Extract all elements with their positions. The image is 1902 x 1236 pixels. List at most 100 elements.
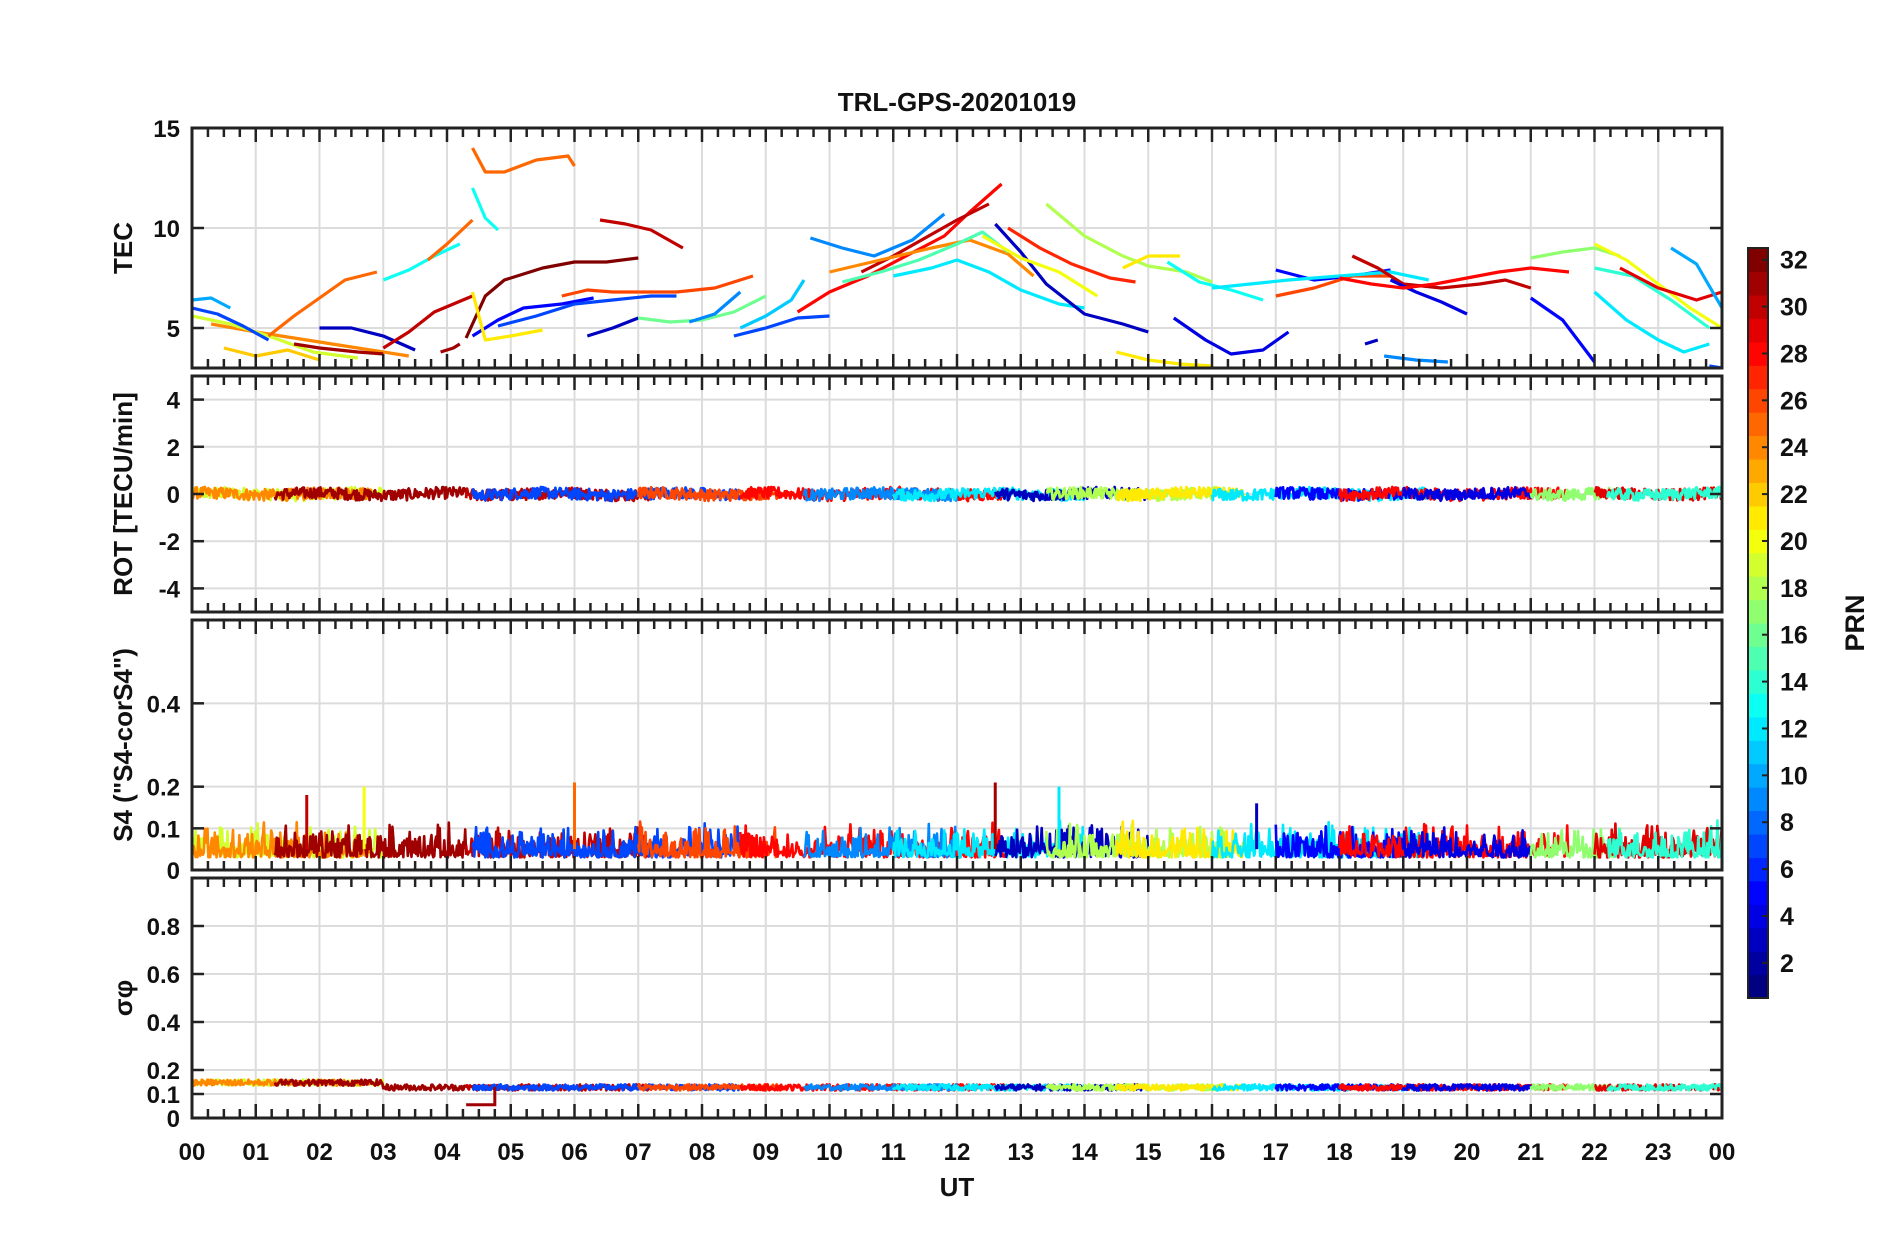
colorbar-tick-label: 10 xyxy=(1780,762,1808,790)
colorbar-swatch xyxy=(1748,435,1768,460)
s4-series-line xyxy=(273,821,468,859)
tec-y-label: TEC xyxy=(108,222,138,274)
tec-series-line xyxy=(1364,338,1379,346)
tec-series-line xyxy=(1593,290,1710,354)
y-tick-label: 0.2 xyxy=(147,775,180,802)
sigma-dip-segment xyxy=(466,1086,497,1107)
tec-series-line xyxy=(586,316,639,338)
colorbar-swatch xyxy=(1748,458,1768,483)
y-tick-label: 0.1 xyxy=(147,816,180,843)
tec-series-line xyxy=(1594,266,1711,330)
data-layer xyxy=(192,147,1722,1107)
colorbar-tick-label: 6 xyxy=(1780,856,1794,884)
colorbar-swatch xyxy=(1748,693,1768,718)
x-tick-label: 14 xyxy=(1071,1139,1098,1166)
colorbar-swatch xyxy=(1748,482,1768,507)
sigma_phi-series-group xyxy=(192,1078,1722,1107)
colorbar-swatch xyxy=(1748,974,1768,999)
x-tick-label: 17 xyxy=(1262,1139,1289,1166)
x-tick-label: 10 xyxy=(816,1139,843,1166)
tec-series-line xyxy=(561,288,639,298)
y-tick-label: 0.2 xyxy=(147,1058,180,1085)
x-tick-label: 06 xyxy=(561,1139,588,1166)
y-tick-label: 0 xyxy=(167,482,180,509)
tec-series-line xyxy=(1619,266,1722,302)
colorbar-swatch xyxy=(1748,388,1768,413)
x-tick-label: 13 xyxy=(1007,1139,1034,1166)
y-tick-label: 0.6 xyxy=(147,962,180,989)
colorbar-tick-label: 14 xyxy=(1780,669,1808,697)
rot-series-line xyxy=(1605,485,1722,502)
colorbar-swatch xyxy=(1748,341,1768,366)
colorbar-swatch xyxy=(1748,787,1768,812)
tec-series-line xyxy=(739,279,806,330)
sigma_phi-y-label: σφ xyxy=(108,980,138,1016)
x-tick-label: 16 xyxy=(1199,1139,1226,1166)
rot-y-label: ROT [TECU/min] xyxy=(108,392,138,596)
tec-series-line xyxy=(1529,296,1596,363)
tec-series-line xyxy=(599,218,684,250)
tec-series-line xyxy=(267,270,378,338)
colorbar-tick-label: 20 xyxy=(1780,528,1808,556)
tec-series-group xyxy=(192,147,1722,368)
sigma_phi-series-line xyxy=(1115,1083,1246,1092)
tec-series-line xyxy=(1172,316,1290,356)
colorbar-tick-label: 28 xyxy=(1780,340,1808,368)
colorbar-frame xyxy=(1747,247,1769,999)
colorbar-tick-label: 22 xyxy=(1780,481,1808,509)
colorbar-swatch xyxy=(1748,646,1768,671)
sigma_phi-series-line xyxy=(1606,1083,1722,1092)
rot-series-line xyxy=(802,486,959,503)
colorbar-swatch xyxy=(1748,412,1768,437)
colorbar-swatch xyxy=(1748,623,1768,648)
s4-series-line xyxy=(1402,826,1533,859)
s4-series-line xyxy=(1593,822,1722,859)
tec-series-line xyxy=(497,294,677,328)
x-tick-label: 15 xyxy=(1135,1139,1162,1166)
tec-series-line xyxy=(223,346,320,362)
tec-series-line xyxy=(733,314,830,338)
x-tick-label: 21 xyxy=(1517,1139,1544,1166)
tec-series-line xyxy=(994,222,1149,334)
colorbar-swatch xyxy=(1748,599,1768,624)
s4-y-label: S4 ("S4-corS4") xyxy=(108,648,138,842)
tec-series-line xyxy=(471,147,576,174)
colorbar-swatch xyxy=(1748,669,1768,694)
tec-series-line xyxy=(426,218,474,262)
rot-series-line xyxy=(1401,486,1533,503)
tec-series-line xyxy=(1339,266,1570,290)
y-tick-label: 0.1 xyxy=(147,1082,180,1109)
tec-series-line xyxy=(470,291,543,342)
colorbar-tick-label: 24 xyxy=(1780,434,1808,462)
tec-series-line xyxy=(1670,246,1722,309)
colorbar-tick-label: 18 xyxy=(1780,575,1808,603)
tec-series-line xyxy=(440,342,461,354)
x-axis-label: UT xyxy=(940,1172,975,1202)
colorbar-swatch xyxy=(1748,365,1768,390)
tec-series-line xyxy=(382,242,461,282)
y-tick-label: 2 xyxy=(167,435,180,462)
tec-series-line xyxy=(1383,354,1449,364)
colorbar-tick-label: 8 xyxy=(1780,809,1794,837)
y-tick-label: 0.8 xyxy=(147,914,180,941)
y-tick-label: -2 xyxy=(159,529,180,556)
x-tick-label: 08 xyxy=(689,1139,716,1166)
x-tick-label: 23 xyxy=(1645,1139,1672,1166)
colorbar-swatch xyxy=(1748,740,1768,765)
colorbar-swatch xyxy=(1748,951,1768,976)
y-tick-label: -4 xyxy=(159,576,181,603)
tec-series-line xyxy=(1275,274,1391,298)
x-tick-label: 19 xyxy=(1390,1139,1417,1166)
tec-series-line xyxy=(464,256,639,339)
tec-series-line xyxy=(892,258,1085,310)
tec-series-line xyxy=(382,294,474,350)
tec-series-line xyxy=(293,342,384,356)
y-tick-label: 0.4 xyxy=(147,691,181,718)
tec-series-line xyxy=(319,326,416,352)
colorbar-swatch xyxy=(1748,857,1768,882)
tec-series-line xyxy=(796,182,1003,314)
x-tick-label: 22 xyxy=(1581,1139,1608,1166)
x-tick-label: 09 xyxy=(752,1139,779,1166)
